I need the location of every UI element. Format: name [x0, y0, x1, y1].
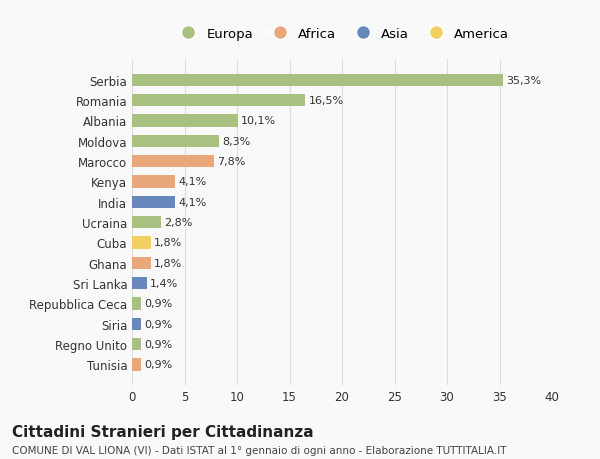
Bar	[132, 156, 214, 168]
Text: 35,3%: 35,3%	[506, 76, 541, 85]
Text: 0,9%: 0,9%	[145, 339, 173, 349]
Bar	[132, 358, 142, 371]
Bar	[132, 298, 142, 310]
Bar	[132, 115, 238, 127]
Text: 0,9%: 0,9%	[145, 360, 173, 369]
Text: 8,3%: 8,3%	[223, 136, 251, 146]
Text: 10,1%: 10,1%	[241, 116, 277, 126]
Text: 16,5%: 16,5%	[308, 96, 344, 106]
Text: 1,8%: 1,8%	[154, 258, 182, 268]
Bar	[132, 217, 161, 229]
Legend: Europa, Africa, Asia, America: Europa, Africa, Asia, America	[171, 24, 513, 45]
Bar	[132, 318, 142, 330]
Text: 0,9%: 0,9%	[145, 299, 173, 309]
Text: 4,1%: 4,1%	[178, 197, 206, 207]
Bar	[132, 277, 146, 290]
Text: 0,9%: 0,9%	[145, 319, 173, 329]
Text: COMUNE DI VAL LIONA (VI) - Dati ISTAT al 1° gennaio di ogni anno - Elaborazione : COMUNE DI VAL LIONA (VI) - Dati ISTAT al…	[12, 445, 506, 455]
Bar	[132, 338, 142, 351]
Text: 4,1%: 4,1%	[178, 177, 206, 187]
Bar	[132, 95, 305, 107]
Text: Cittadini Stranieri per Cittadinanza: Cittadini Stranieri per Cittadinanza	[12, 425, 314, 440]
Bar	[132, 74, 503, 87]
Text: 1,8%: 1,8%	[154, 238, 182, 248]
Text: 1,4%: 1,4%	[150, 279, 178, 288]
Bar	[132, 196, 175, 208]
Bar	[132, 135, 219, 147]
Text: 7,8%: 7,8%	[217, 157, 245, 167]
Bar	[132, 257, 151, 269]
Bar	[132, 176, 175, 188]
Bar	[132, 237, 151, 249]
Text: 2,8%: 2,8%	[164, 218, 193, 228]
